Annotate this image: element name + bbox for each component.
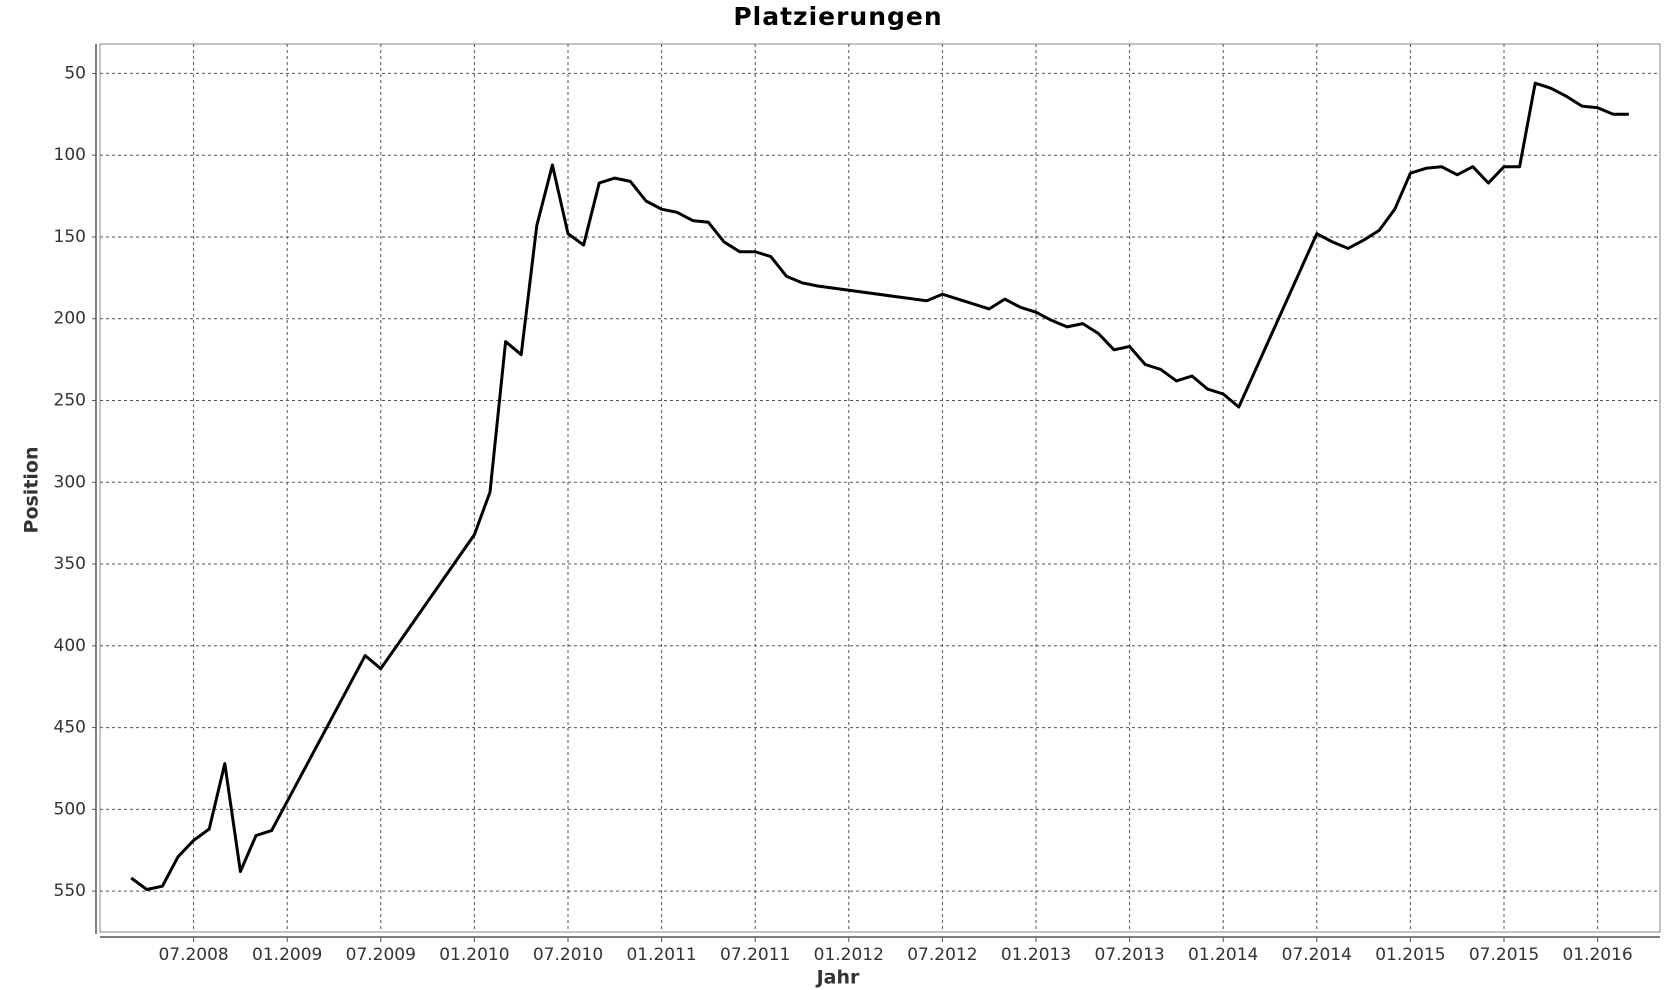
- y-tick-label: 450: [54, 718, 86, 738]
- x-tick-label: 01.2015: [1375, 945, 1445, 965]
- x-axis-label: Jahr: [815, 967, 860, 989]
- x-tick-label: 07.2009: [346, 945, 416, 965]
- x-tick-label: 01.2016: [1562, 945, 1632, 965]
- y-tick-label: 350: [54, 554, 86, 574]
- x-tick-label: 01.2014: [1188, 945, 1258, 965]
- data-line: [130, 81, 1629, 891]
- y-tick-label: 150: [54, 227, 86, 247]
- y-tick-label: 200: [54, 309, 86, 329]
- x-tick-label: 07.2014: [1282, 945, 1352, 965]
- y-tick-label: 400: [54, 636, 86, 656]
- x-tick-label: 07.2013: [1094, 945, 1164, 965]
- y-axis-label: Position: [21, 447, 43, 534]
- x-tick-label: 07.2015: [1469, 945, 1539, 965]
- y-tick-label: 300: [54, 472, 86, 492]
- y-tick-label: 100: [54, 145, 86, 165]
- x-tick-label: 07.2010: [533, 945, 603, 965]
- y-tick-label: 550: [54, 881, 86, 901]
- x-tick-label: 07.2008: [158, 945, 228, 965]
- y-tick-label: 250: [54, 391, 86, 411]
- y-tick-label: 50: [64, 63, 86, 83]
- x-tick-label: 07.2012: [907, 945, 977, 965]
- x-tick-label: 01.2013: [1001, 945, 1071, 965]
- y-tick-label: 500: [54, 799, 86, 819]
- chart-title: Platzierungen: [733, 2, 942, 31]
- x-tick-label: 01.2012: [814, 945, 884, 965]
- x-tick-label: 01.2009: [252, 945, 322, 965]
- x-tick-label: 01.2011: [626, 945, 696, 965]
- x-tick-label: 01.2010: [439, 945, 509, 965]
- x-tick-label: 07.2011: [720, 945, 790, 965]
- plot-frame: [99, 43, 1661, 933]
